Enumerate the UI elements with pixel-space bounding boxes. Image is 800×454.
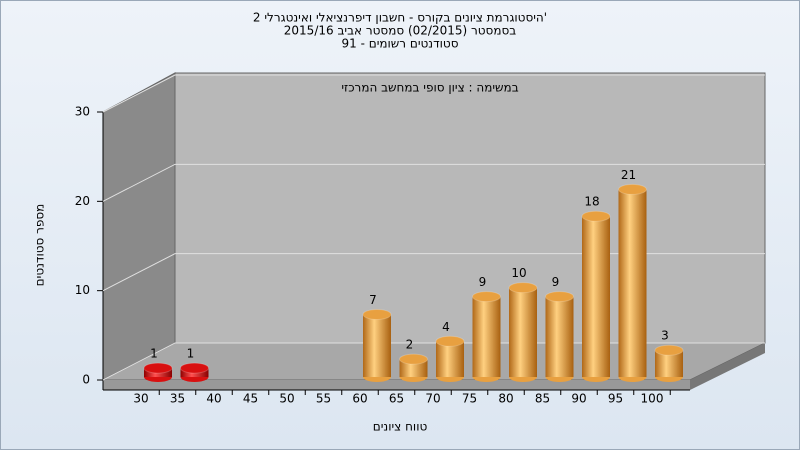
bar [509,287,537,377]
chart-title: סטודנטים רשומים - 91 [341,37,458,51]
chart-title: בסמסטר (02/2015) סמסטר אביב 2015/16 [284,24,516,38]
bar [618,189,647,377]
bar-top [180,362,209,374]
x-tick-label: 40 [206,392,221,406]
bar [582,216,610,377]
x-tick-label: 75 [462,392,477,406]
data-label: 21 [621,168,636,182]
data-label: 4 [442,320,450,334]
x-tick-label: 95 [608,392,623,406]
data-label: 9 [552,275,560,289]
bar-top [581,210,611,222]
bar [363,314,391,377]
data-label: 3 [661,329,669,343]
x-tick-label: 55 [316,392,331,406]
bar-top [472,291,501,303]
grid-line [102,253,765,292]
bar [545,296,574,377]
back-wall [174,72,766,344]
x-tick-label: 85 [535,392,550,406]
data-label: 9 [479,275,487,289]
bar-top [545,291,574,303]
bar-top [435,335,465,347]
chart-subtitle: במשימה : ציון סופי במחשב המרכזי [341,81,518,95]
bar-top [399,353,428,365]
grid-line [102,74,765,113]
y-tick-label: 10 [75,283,90,297]
bar-top [362,308,392,320]
y-tick-label: 0 [82,373,90,387]
x-axis-label: טווח ציונים [373,420,428,434]
bar [399,359,428,377]
bar-top [143,362,173,374]
data-label: 1 [150,347,158,361]
x-tick-label: 80 [498,392,513,406]
data-label: 7 [369,293,377,307]
x-tick-label: 90 [571,392,586,406]
data-label: 1 [187,347,195,361]
y-tick-label: 20 [75,194,90,208]
bar-top [618,183,647,195]
chart-title: היסטוגרמת ציונים בקורס - חשבון דיפרנציאל… [253,11,547,25]
x-tick-label: 65 [389,392,404,406]
x-tick-label: 100 [641,392,664,406]
x-tick-label: 50 [279,392,294,406]
bar-top [654,344,684,356]
x-tick-label: 45 [243,392,258,406]
data-label: 18 [584,195,599,209]
data-label: 10 [511,266,526,280]
x-tick-label: 60 [352,392,367,406]
floor-edge [690,343,765,390]
x-tick-label: 35 [170,392,185,406]
x-tick-label: 70 [425,392,440,406]
x-tick-label: 30 [133,392,148,406]
side-wall [102,72,176,381]
y-axis-label: מספר סטודנטים [33,204,47,287]
data-label: 2 [406,338,414,352]
bar [472,296,501,377]
bar-top [508,282,538,294]
bar [436,341,464,377]
y-tick-label: 30 [75,105,90,119]
floor-front [103,380,690,390]
grid-line [102,163,765,202]
